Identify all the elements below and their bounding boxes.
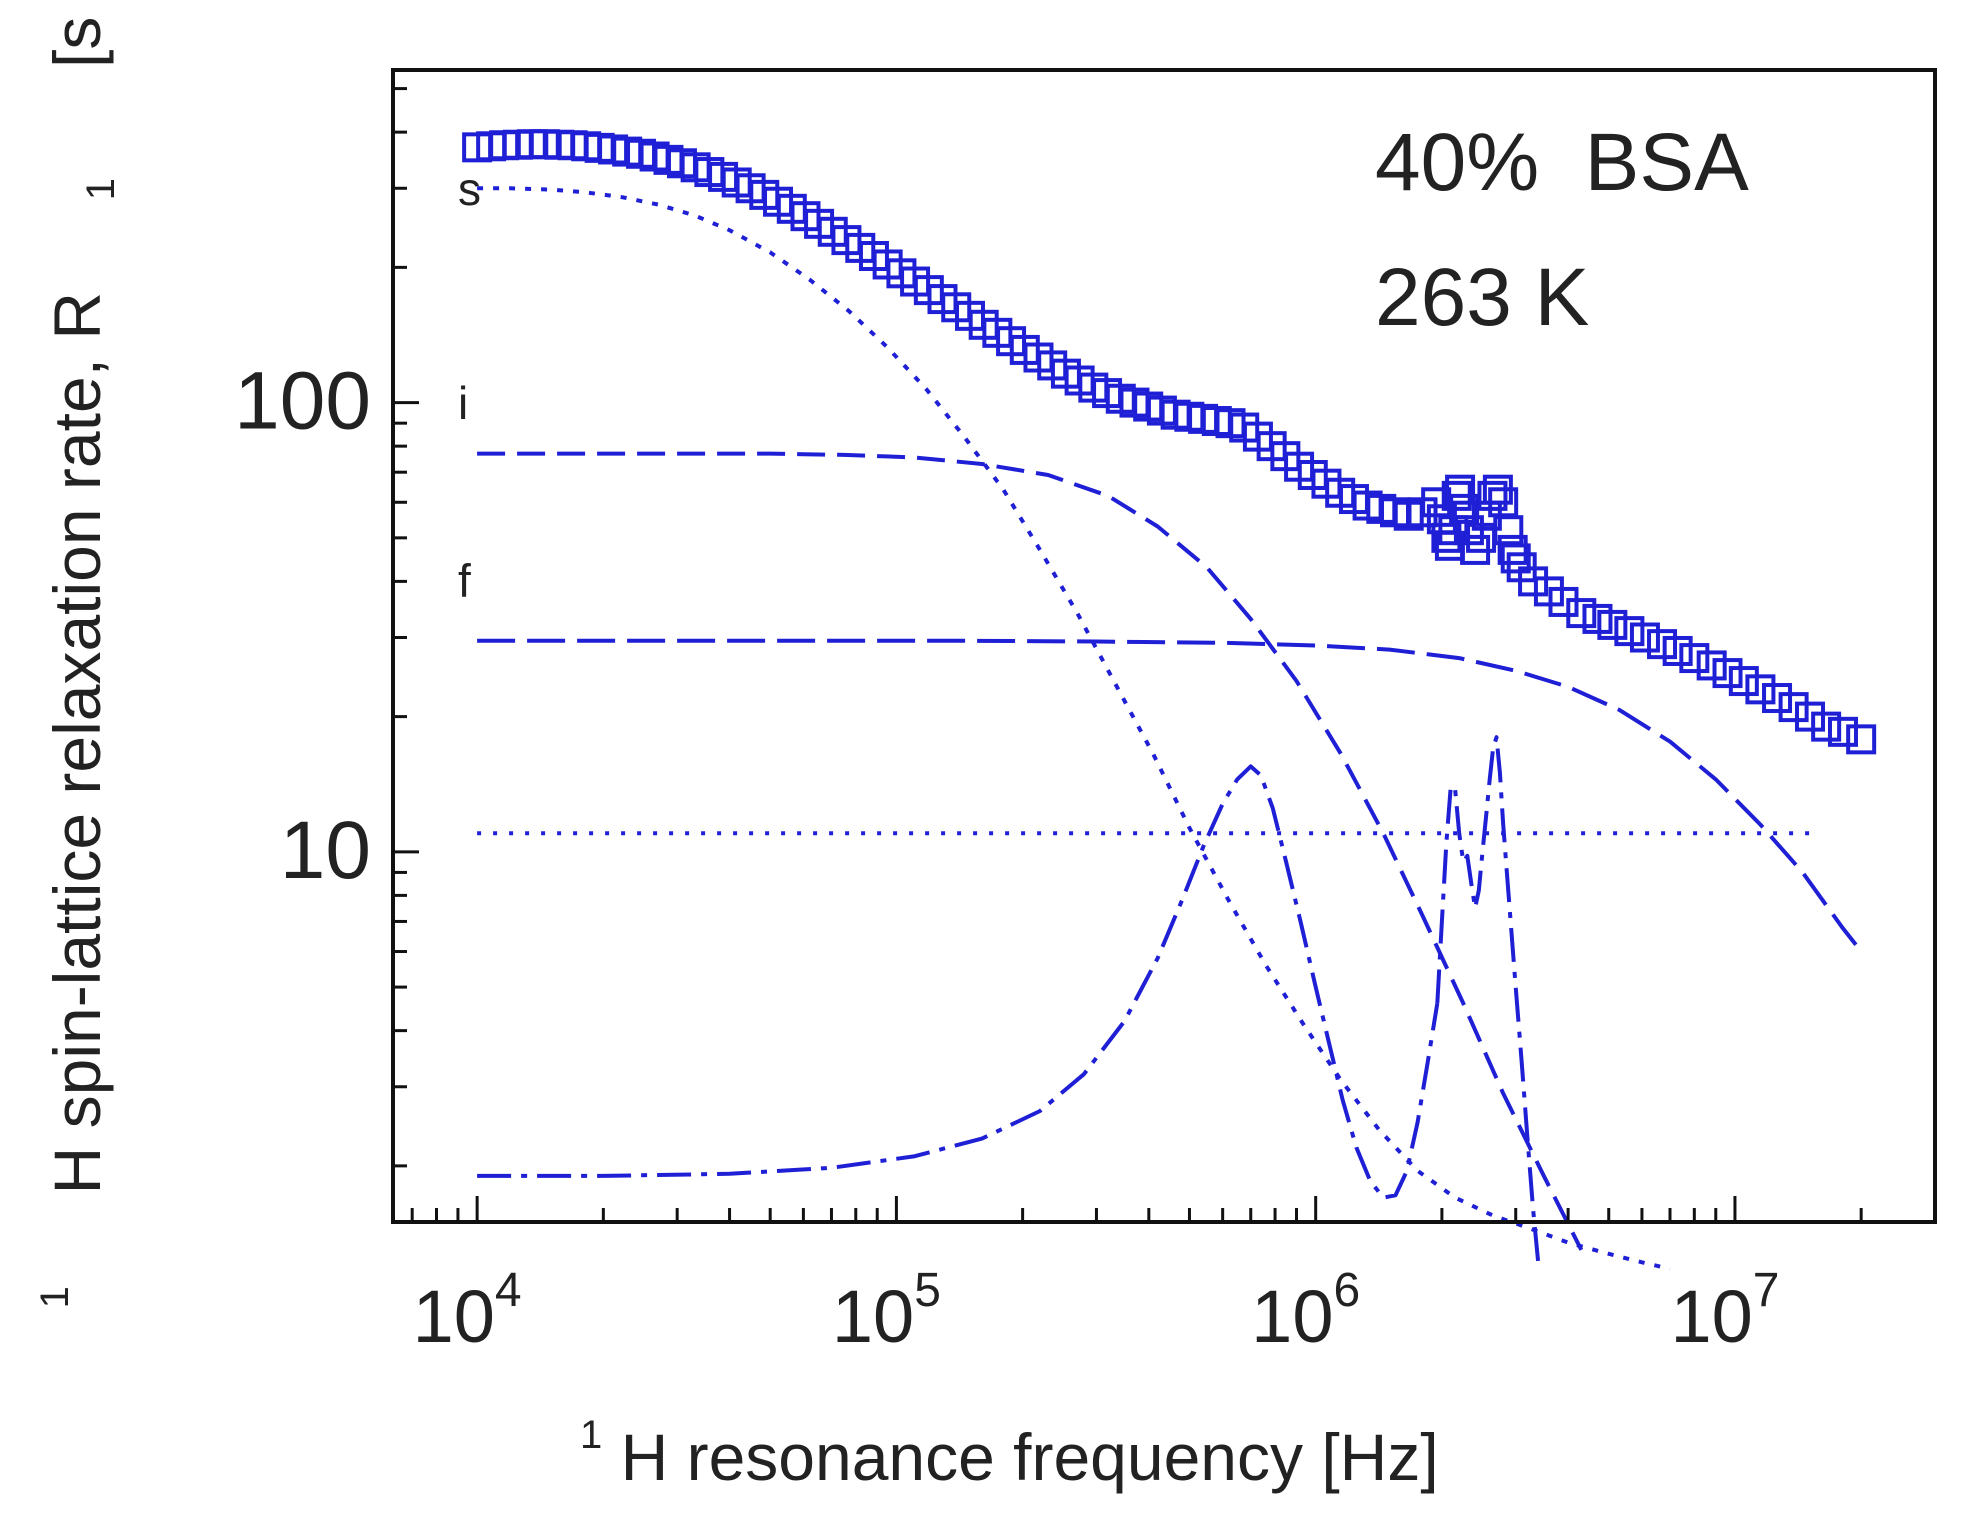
- data-point: [1827, 716, 1858, 747]
- curve-i: [477, 451, 1584, 1251]
- y-tick-label: 10: [280, 805, 371, 896]
- data-point: [1449, 493, 1480, 524]
- x-tick-base: 10: [1670, 1275, 1752, 1358]
- data-point: [1493, 515, 1524, 546]
- data-point: [1846, 724, 1877, 755]
- plot-frame: [391, 68, 1937, 1224]
- data-point: [1762, 683, 1793, 714]
- y-axis-title-subscript: 1: [79, 178, 123, 200]
- data-point: [1597, 609, 1628, 640]
- curve-s: [477, 186, 1671, 1271]
- y-axis-title: 1 H spin-lattice relaxation rate, R 1 [s…: [8, 0, 128, 1400]
- data-point: [1794, 701, 1825, 732]
- data-point: [1445, 474, 1476, 505]
- data-point: [1696, 650, 1727, 681]
- model-curves: [477, 186, 1863, 1271]
- data-point: [1614, 616, 1645, 647]
- x-axis-title-superscript: 1: [580, 1413, 602, 1457]
- data-point: [1728, 666, 1759, 697]
- data-point: [1647, 629, 1678, 660]
- data-point: [1477, 480, 1508, 511]
- y-axis-title-text: H spin-lattice relaxation rate, R: [40, 292, 114, 1194]
- axis-ticks: [393, 87, 1937, 1222]
- curve-quadrupole-peak-2: [1435, 735, 1541, 1266]
- data-point: [1712, 658, 1743, 689]
- curve-label-i: i: [458, 377, 468, 429]
- y-tick-label: 100: [234, 356, 371, 447]
- data-point: [1500, 543, 1531, 574]
- curve-quadrupole-peak-1: [477, 764, 1440, 1200]
- x-axis-title-text: H resonance frequency [Hz]: [621, 1420, 1439, 1494]
- x-tick-label: 106: [1251, 1264, 1360, 1358]
- curve-label-s: s: [458, 163, 481, 215]
- data-point: [1518, 566, 1549, 597]
- data-point: [1778, 692, 1809, 723]
- x-tick-label: 105: [832, 1264, 941, 1358]
- x-tick-base: 10: [832, 1275, 914, 1358]
- x-tick-exponent: 6: [1333, 1264, 1360, 1317]
- x-axis-title: 1 H resonance frequency [Hz]: [580, 1388, 1439, 1494]
- data-point: [1431, 522, 1462, 553]
- y-axis-title-unit-prefix: [s: [40, 17, 114, 87]
- x-tick-exponent: 7: [1753, 1264, 1780, 1317]
- data-point: [1629, 622, 1660, 653]
- x-tick-base: 10: [413, 1275, 495, 1358]
- x-tick-exponent: 5: [914, 1264, 941, 1317]
- x-tick-exponent: 4: [495, 1264, 522, 1317]
- data-point: [1497, 534, 1528, 565]
- x-tick-label: 104: [413, 1264, 522, 1358]
- data-point: [1662, 635, 1693, 666]
- curve-f: [477, 638, 1863, 953]
- y-axis-title-superscript: 1: [33, 1286, 77, 1308]
- curve-labels: s i f: [458, 163, 481, 606]
- data-point: [1566, 598, 1597, 629]
- x-tick-base: 10: [1251, 1275, 1333, 1358]
- data-markers: [462, 129, 1877, 755]
- x-tick-label: 107: [1670, 1264, 1779, 1358]
- data-point: [1745, 674, 1776, 705]
- curve-label-f: f: [458, 555, 471, 607]
- data-point: [1679, 643, 1710, 674]
- data-point: [1811, 711, 1842, 742]
- annotation-temperature: 263 K: [1375, 252, 1589, 343]
- annotation-concentration: 40% BSA: [1375, 117, 1749, 208]
